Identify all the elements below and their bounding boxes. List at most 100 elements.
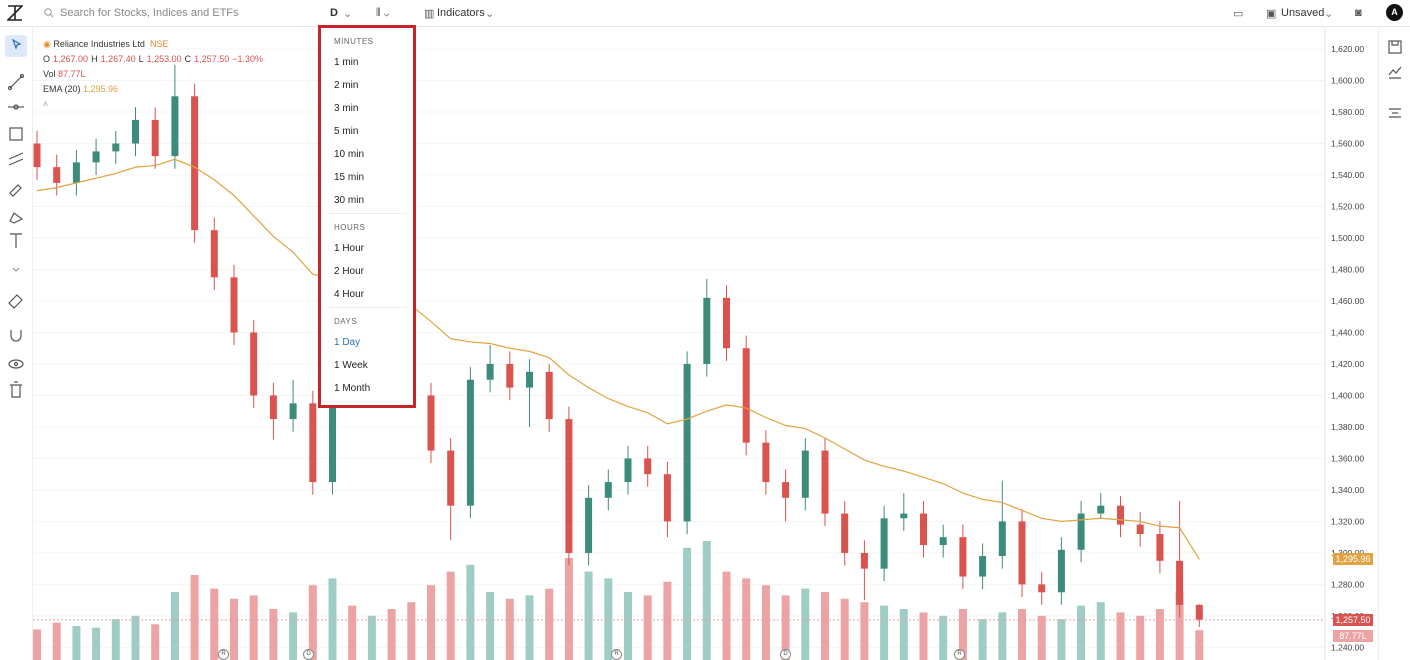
- menu-item[interactable]: 30 min: [334, 195, 365, 206]
- price-tag: 1,257.50: [1333, 613, 1373, 626]
- menu-section-title: DAYS: [327, 307, 407, 332]
- volume-bar: [663, 581, 672, 660]
- chart-type-button[interactable]: ⫴ ⌄: [376, 7, 390, 19]
- ohlc-key: O: [43, 54, 51, 64]
- drawing-toolbar: [0, 27, 33, 660]
- volume-bar: [210, 588, 219, 660]
- candle-body: [860, 552, 868, 569]
- volume-bar: [643, 595, 652, 660]
- volume-bar: [1077, 605, 1086, 660]
- candle-body: [1156, 534, 1164, 561]
- volume-bar: [880, 605, 889, 660]
- candle-body: [900, 513, 908, 519]
- y-tick-label: 1,520.00: [1331, 202, 1364, 212]
- candle-body: [920, 513, 927, 546]
- y-tick-label: 1,300.00: [1331, 548, 1364, 558]
- candle-body: [998, 521, 1006, 557]
- menu-item[interactable]: 3 min: [334, 103, 359, 114]
- y-tick-label: 1,460.00: [1331, 296, 1364, 306]
- tool-icons: [5, 35, 27, 398]
- volume-bar: [978, 619, 987, 660]
- avatar[interactable]: A: [1386, 4, 1403, 21]
- event-marker: R: [611, 649, 622, 660]
- volume-bar: [111, 619, 120, 660]
- menu-item[interactable]: 1 Week: [334, 360, 368, 371]
- volume-bar: [1096, 602, 1105, 660]
- candle-body: [742, 348, 750, 443]
- volume-bar: [170, 592, 179, 660]
- volume-bar: [801, 588, 810, 660]
- menu-item[interactable]: 4 Hour: [334, 289, 365, 300]
- interval-button[interactable]: D: [330, 7, 338, 19]
- candle-body: [624, 458, 632, 483]
- panel-icons: [1388, 40, 1402, 118]
- candle-body: [151, 119, 159, 157]
- volume-bar: [72, 626, 81, 660]
- candle-body: [171, 96, 179, 157]
- y-tick-label: 1,600.00: [1331, 76, 1364, 86]
- menu-item[interactable]: 15 min: [334, 172, 365, 183]
- search-input[interactable]: Search for Stocks, Indices and ETFs: [60, 7, 239, 19]
- menu-item[interactable]: 10 min: [334, 149, 365, 160]
- top-bar: Search for Stocks, Indices and ETFs D ⌄ …: [0, 0, 1410, 27]
- candle-body: [703, 297, 711, 364]
- screenshot-button[interactable]: ◙: [1355, 7, 1362, 19]
- volume-bar: [52, 622, 61, 660]
- menu-item[interactable]: 1 min: [334, 57, 359, 68]
- menu-item[interactable]: 1 Day: [334, 337, 361, 348]
- ohlc-key: C: [184, 54, 192, 64]
- ohlc-key: L: [138, 54, 144, 64]
- ema-line: [36, 158, 1200, 560]
- volume-bar: [151, 624, 160, 660]
- volume-bar: [466, 564, 475, 660]
- volume-bar: [1116, 612, 1125, 660]
- volume-bar: [328, 578, 337, 660]
- volume-readout: 87.77L: [58, 69, 86, 79]
- legend: ◉ Reliance Industries Ltd NSE O 1,267.00 H…: [43, 37, 266, 112]
- volume-bar: [1155, 609, 1164, 660]
- layout-button[interactable]: Unsaved: [1281, 7, 1325, 19]
- candle-body: [526, 371, 533, 388]
- volume-bar: [584, 571, 593, 660]
- y-tick-label: 1,360.00: [1331, 453, 1364, 463]
- side-panel: [1378, 27, 1410, 660]
- ohlc-value: 1,253.00: [146, 54, 182, 64]
- y-tick-label: 1,440.00: [1331, 327, 1364, 337]
- y-tick-label: 1,340.00: [1331, 485, 1364, 495]
- candle-body: [230, 277, 238, 333]
- y-tick-label: 1,540.00: [1331, 170, 1364, 180]
- volume-bar: [722, 571, 731, 660]
- candle-body: [250, 332, 258, 396]
- volume-bar: [289, 612, 298, 660]
- ohlc-value: 1,267.00: [53, 54, 89, 64]
- candle-body: [309, 403, 317, 483]
- indicators-button[interactable]: Indicators: [437, 7, 485, 19]
- y-tick-label: 1,560.00: [1331, 139, 1364, 149]
- volume-bar: [860, 602, 869, 660]
- volume-bar: [604, 578, 613, 660]
- volume-bar: [1018, 609, 1026, 660]
- layout-icon[interactable]: ▭: [1233, 8, 1244, 20]
- volume-bar: [33, 629, 41, 660]
- ema-tag: 1,295.96: [1333, 553, 1373, 566]
- menu-item[interactable]: 1 Hour: [334, 243, 365, 254]
- menu-item[interactable]: 2 Hour: [334, 266, 365, 277]
- symbol-name: Reliance Industries Ltd: [53, 39, 145, 49]
- ema-label: EMA (20): [43, 84, 81, 94]
- candle-body: [1176, 560, 1184, 605]
- volume-bar: [348, 605, 357, 660]
- search-icon: [44, 8, 54, 18]
- candle-body: [92, 151, 100, 163]
- menu-item[interactable]: 1 Month: [334, 383, 371, 394]
- candle-body: [1117, 505, 1124, 525]
- menu-item[interactable]: 2 min: [334, 80, 359, 91]
- ohlc-value: 1,257.50: [194, 54, 230, 64]
- volume-bar: [1195, 630, 1204, 660]
- y-tick-label: 1,240.00: [1331, 642, 1364, 652]
- candle-body: [663, 474, 671, 522]
- volume-bar: [624, 592, 632, 660]
- menu-item[interactable]: 5 min: [334, 126, 359, 137]
- candle-body: [486, 363, 494, 380]
- volume-bar: [1136, 615, 1145, 660]
- candle-body: [782, 482, 790, 498]
